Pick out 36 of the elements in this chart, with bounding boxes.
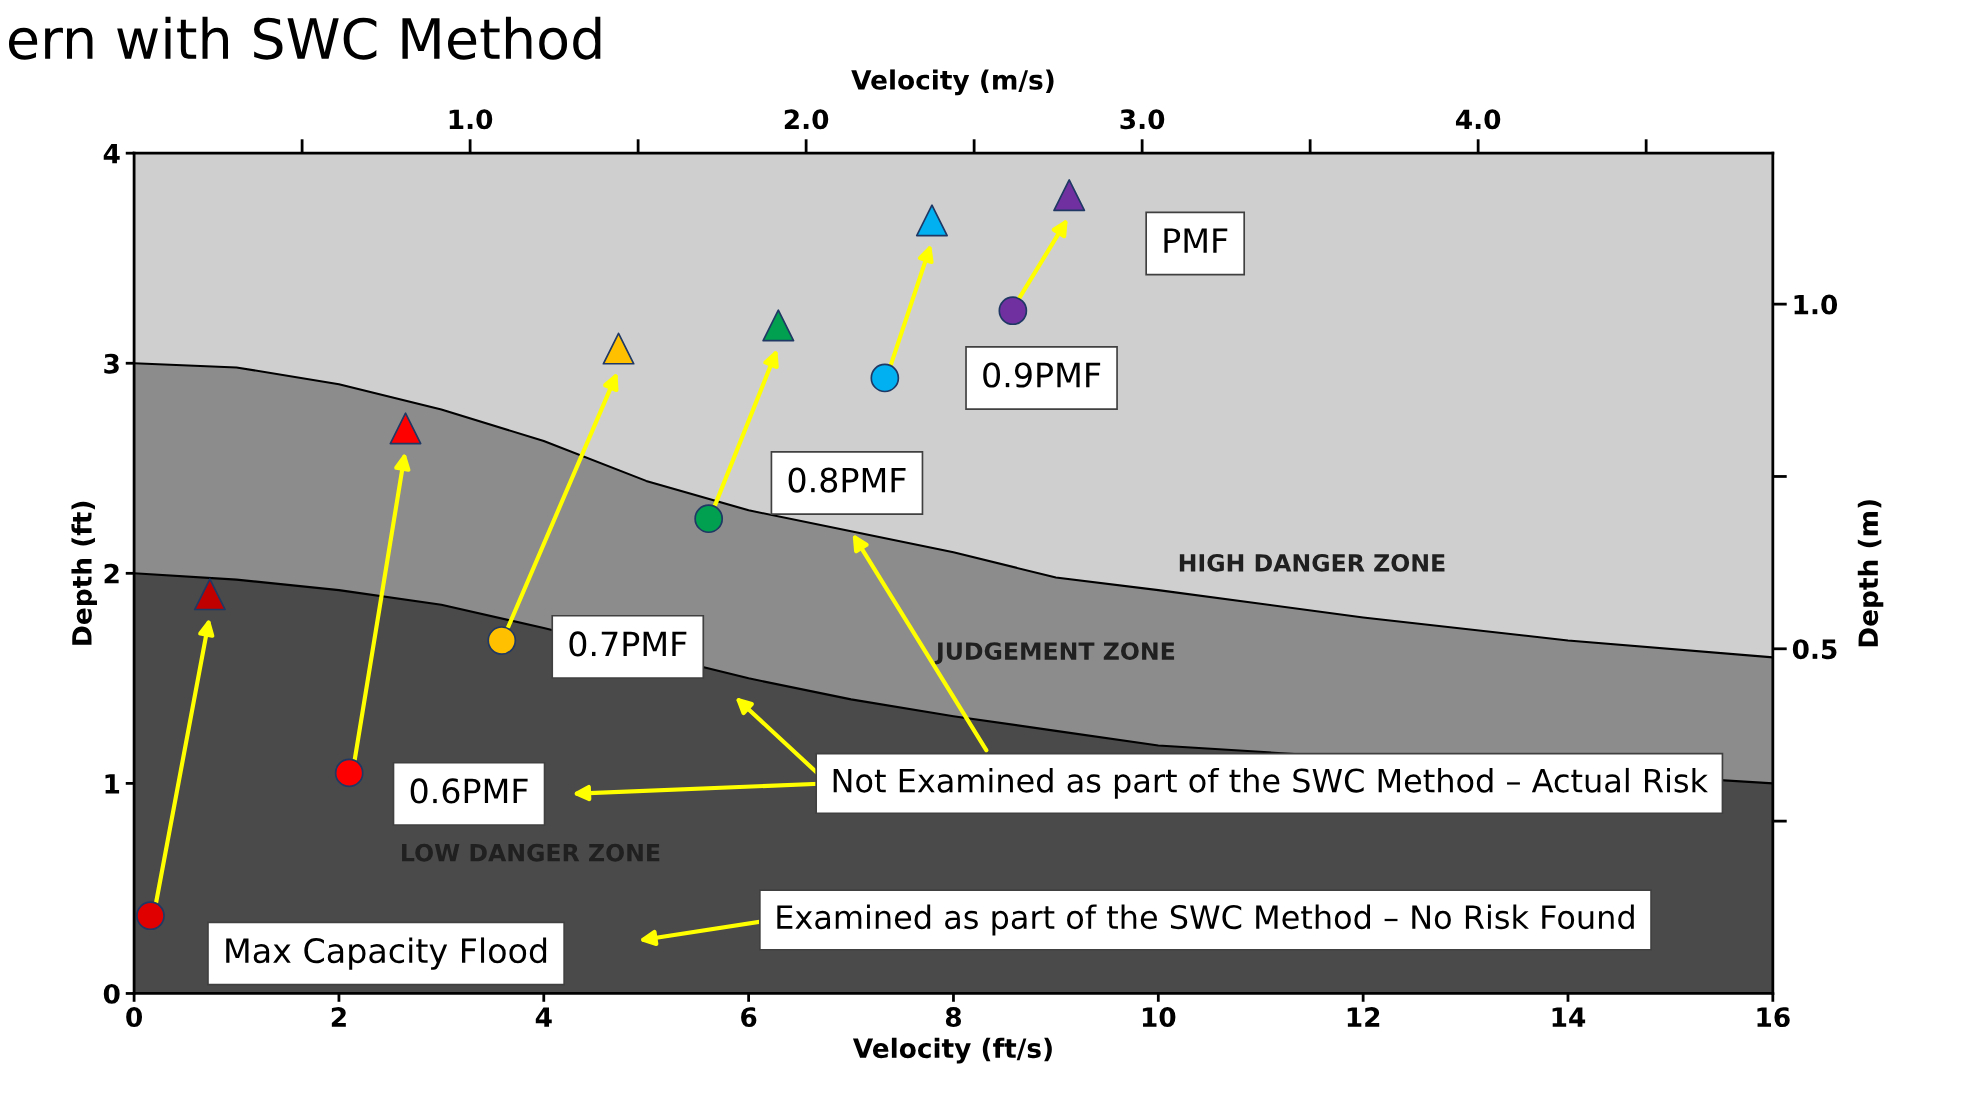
point xyxy=(193,578,226,611)
annotation: Examined as part of the SWC Method – No Risk Found xyxy=(777,904,1634,936)
annotation: 0.8PMF xyxy=(788,467,906,493)
x-tick-label: 4 xyxy=(535,1007,552,1027)
annotation: HIGH DANGER ZONE xyxy=(1179,553,1445,572)
y2-tick-label: 1.0 xyxy=(1794,294,1838,315)
y-tick-label: 3 xyxy=(104,353,119,374)
x2-tick-label: 3.0 xyxy=(1120,109,1165,130)
y-tick-label: 0 xyxy=(103,983,120,1004)
y2-tick-label: 0.5 xyxy=(1792,639,1837,660)
y-tick-label: 4 xyxy=(103,143,120,164)
x-tick-label: 0 xyxy=(126,1007,143,1028)
x2-tick-label: 2.0 xyxy=(784,109,829,130)
annotation: 0.9PMF xyxy=(983,362,1101,388)
x2-tick-label: 4.0 xyxy=(1455,109,1501,130)
x2-axis-title: Velocity (m/s) xyxy=(851,69,1054,96)
annotation: JUDGEMENT ZONE xyxy=(934,642,1175,665)
x-tick-label: 8 xyxy=(945,1007,962,1028)
annotation: Max Capacity Flood xyxy=(226,937,547,970)
y-tick-label: 1 xyxy=(105,774,120,794)
y2-axis-title: Depth (m) xyxy=(1857,500,1884,647)
annotation: 0.7PMF xyxy=(569,631,687,657)
x-tick-label: 10 xyxy=(1142,1007,1176,1028)
chart-title: ern with SWC Method xyxy=(8,16,601,60)
y-tick-label: 2 xyxy=(104,563,119,584)
annotation: 0.6PMF xyxy=(410,778,528,804)
x-tick-label: 6 xyxy=(741,1007,757,1028)
x-tick-label: 14 xyxy=(1552,1007,1586,1027)
y-axis-title: Depth (ft) xyxy=(71,501,97,645)
x-tick-label: 16 xyxy=(1757,1007,1790,1028)
x-tick-label: 2 xyxy=(331,1007,346,1027)
x2-tick-label: 1.0 xyxy=(449,109,493,130)
x-tick-label: 12 xyxy=(1347,1007,1380,1027)
annotation: PMF xyxy=(1164,228,1228,253)
x-axis-title: Velocity (ft/s) xyxy=(852,1037,1052,1064)
annotation: Not Examined as part of the SWC Method – Actual Risk xyxy=(833,767,1708,799)
